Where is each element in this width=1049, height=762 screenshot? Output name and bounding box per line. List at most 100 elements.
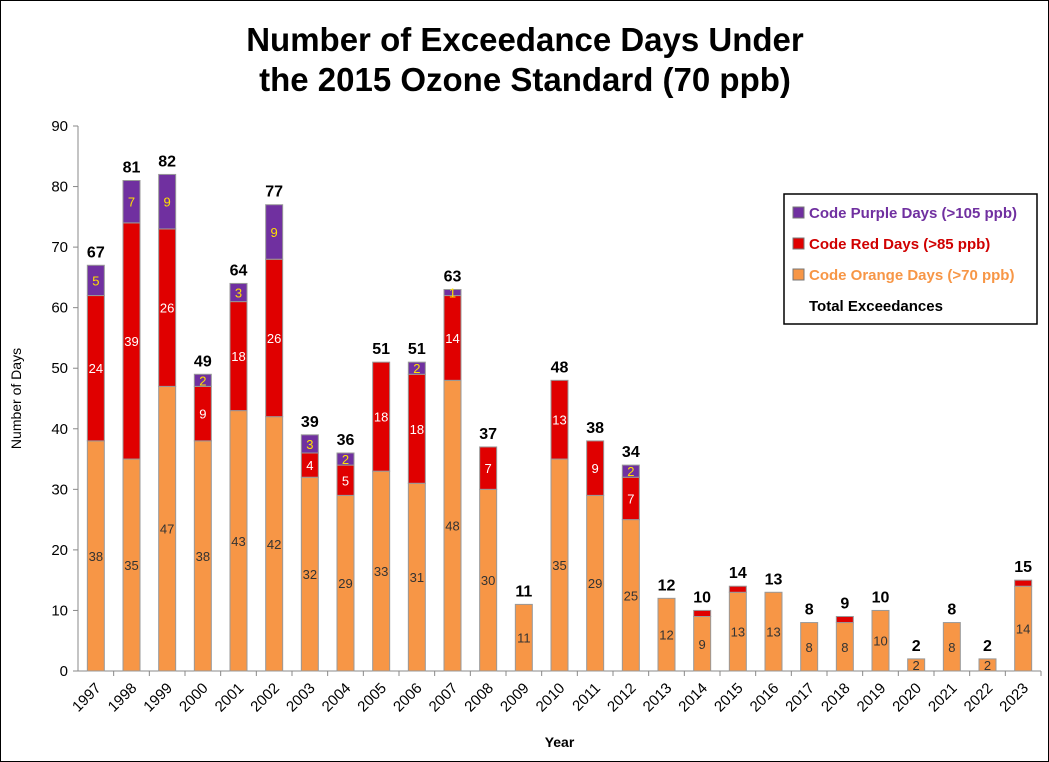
segment-label: 9 bbox=[199, 407, 206, 422]
bar-segment bbox=[907, 658, 926, 672]
x-tick-label: 2007 bbox=[426, 680, 462, 716]
segment-label: 42 bbox=[267, 537, 281, 552]
segment-label: 38 bbox=[196, 549, 210, 564]
segment-label: 8 bbox=[948, 640, 955, 655]
bar-segment bbox=[336, 452, 355, 466]
segment-label: 2 bbox=[342, 452, 349, 467]
bar-segment bbox=[122, 180, 141, 224]
segment-label: 38 bbox=[89, 549, 103, 564]
x-tick-label: 2014 bbox=[675, 680, 711, 716]
segment-label: 3 bbox=[235, 286, 242, 301]
segment-label: 14 bbox=[445, 331, 459, 346]
bar-segment bbox=[978, 658, 997, 672]
x-tick-label: 2019 bbox=[854, 680, 890, 716]
bar-segment bbox=[693, 609, 712, 618]
segment-label: 43 bbox=[231, 534, 245, 549]
total-label: 8 bbox=[805, 602, 814, 619]
total-label: 13 bbox=[765, 571, 783, 588]
legend-box bbox=[783, 193, 1038, 325]
segment-label: 2 bbox=[199, 373, 206, 388]
x-tick-label: 2015 bbox=[711, 680, 747, 716]
total-label: 14 bbox=[729, 565, 747, 582]
segment-label: 13 bbox=[552, 413, 566, 428]
x-tick-label: 2012 bbox=[604, 680, 640, 716]
legend-label: Code Orange Days (>70 ppb) bbox=[809, 267, 1014, 284]
segment-label: 18 bbox=[231, 349, 245, 364]
bar-segment bbox=[229, 282, 248, 303]
segment-label: 26 bbox=[160, 301, 174, 316]
segment-label: 5 bbox=[92, 273, 99, 288]
segment-label: 30 bbox=[481, 573, 495, 588]
x-tick-label: 2006 bbox=[390, 680, 426, 716]
total-label: 49 bbox=[194, 353, 212, 370]
bar-segment bbox=[621, 464, 640, 478]
x-tick-label: 1998 bbox=[105, 680, 141, 716]
total-label: 10 bbox=[693, 589, 711, 606]
segment-label: 2 bbox=[627, 464, 634, 479]
segment-label: 7 bbox=[485, 461, 492, 476]
segment-label: 35 bbox=[124, 558, 138, 573]
y-tick-label: 20 bbox=[51, 542, 68, 559]
x-tick-label: 2009 bbox=[497, 680, 533, 716]
total-label: 11 bbox=[515, 583, 532, 600]
segment-label: 7 bbox=[627, 491, 634, 506]
total-label: 77 bbox=[265, 184, 283, 201]
total-label: 63 bbox=[444, 269, 462, 286]
total-label: 64 bbox=[230, 262, 248, 279]
x-axis-label: Year bbox=[545, 734, 575, 750]
x-tick-label: 2021 bbox=[925, 680, 961, 716]
bar-segment bbox=[800, 622, 819, 672]
segment-label: 7 bbox=[128, 195, 135, 210]
bar-segment bbox=[86, 264, 105, 297]
total-label: 37 bbox=[479, 426, 497, 443]
bar-segment bbox=[265, 204, 284, 260]
bar-segment bbox=[550, 379, 569, 460]
x-tick-label: 2022 bbox=[961, 680, 997, 716]
y-tick-label: 0 bbox=[60, 663, 68, 680]
total-label: 38 bbox=[586, 420, 604, 437]
x-tick-label: 2010 bbox=[533, 680, 569, 716]
segment-label: 31 bbox=[410, 570, 424, 585]
segment-label: 47 bbox=[160, 522, 174, 537]
bar-segment bbox=[942, 622, 961, 672]
segment-label: 13 bbox=[766, 625, 780, 640]
legend-label: Total Exceedances bbox=[809, 298, 943, 315]
legend-label: Code Red Days (>85 ppb) bbox=[809, 236, 990, 253]
total-label: 9 bbox=[840, 596, 849, 613]
total-label: 39 bbox=[301, 414, 319, 431]
total-label: 48 bbox=[551, 359, 569, 376]
total-label: 81 bbox=[123, 160, 141, 177]
segment-label: 9 bbox=[164, 195, 171, 210]
bar-segment bbox=[657, 597, 676, 672]
y-axis-label: Number of Days bbox=[8, 348, 24, 449]
total-label: 8 bbox=[947, 602, 956, 619]
y-tick-label: 90 bbox=[51, 118, 68, 135]
total-label: 15 bbox=[1014, 559, 1032, 576]
segment-label: 5 bbox=[342, 473, 349, 488]
total-label: 67 bbox=[87, 244, 105, 261]
x-tick-label: 2001 bbox=[212, 680, 248, 716]
segment-label: 1 bbox=[449, 286, 456, 301]
bar-segment bbox=[443, 289, 462, 297]
x-tick-label: 2005 bbox=[354, 680, 390, 716]
y-tick-label: 30 bbox=[51, 481, 68, 498]
segment-label: 4 bbox=[306, 458, 313, 473]
x-tick-label: 2017 bbox=[782, 680, 818, 716]
total-label: 12 bbox=[658, 577, 676, 594]
chart-title: the 2015 Ozone Standard (70 ppb) bbox=[259, 61, 791, 98]
x-tick-label: 2013 bbox=[640, 680, 676, 716]
bar-segment bbox=[372, 361, 391, 472]
segment-label: 29 bbox=[588, 576, 602, 591]
segment-label: 35 bbox=[552, 558, 566, 573]
legend-swatch bbox=[792, 268, 805, 281]
segment-label: 18 bbox=[410, 422, 424, 437]
bar-segment bbox=[728, 585, 747, 593]
segment-label: 24 bbox=[89, 361, 103, 376]
segment-label: 13 bbox=[731, 625, 745, 640]
segment-label: 9 bbox=[592, 461, 599, 476]
segment-label: 10 bbox=[873, 634, 887, 649]
segment-label: 2 bbox=[984, 658, 991, 673]
segment-label: 2 bbox=[913, 658, 920, 673]
bar-segment bbox=[835, 616, 854, 624]
